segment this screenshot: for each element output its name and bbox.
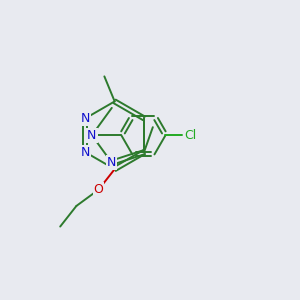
Text: N: N [81, 112, 90, 125]
Text: N: N [81, 146, 90, 159]
Text: O: O [94, 183, 103, 196]
Text: N: N [87, 129, 97, 142]
Text: Cl: Cl [184, 129, 196, 142]
Text: N: N [107, 156, 116, 169]
